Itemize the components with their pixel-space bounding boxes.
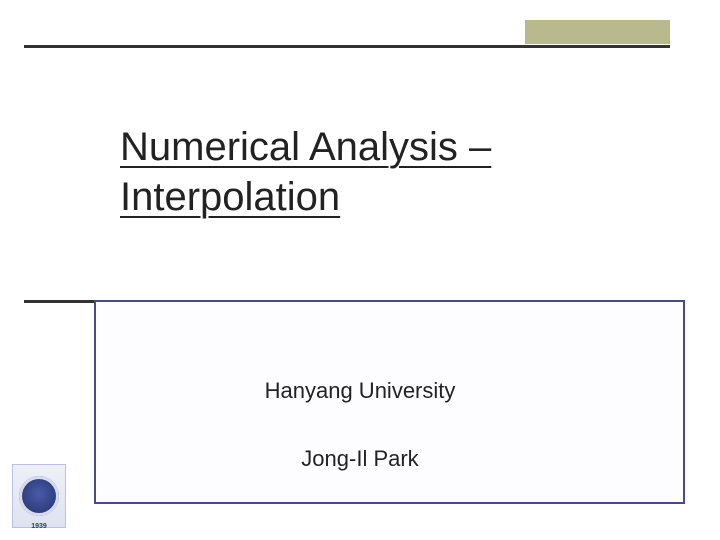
university-name: Hanyang University xyxy=(0,378,720,404)
top-accent-bar xyxy=(525,20,670,44)
left-horizontal-rule xyxy=(24,300,94,303)
title-line-1: Numerical Analysis – xyxy=(120,122,660,172)
author-name: Jong-Il Park xyxy=(0,446,720,472)
title-line-2: Interpolation xyxy=(120,172,660,222)
title-block: Numerical Analysis – Interpolation xyxy=(120,122,660,222)
seal-icon: 1939 xyxy=(19,476,59,516)
seal-year: 1939 xyxy=(19,523,59,530)
university-seal: 1939 xyxy=(12,464,66,528)
top-horizontal-rule xyxy=(24,45,670,48)
